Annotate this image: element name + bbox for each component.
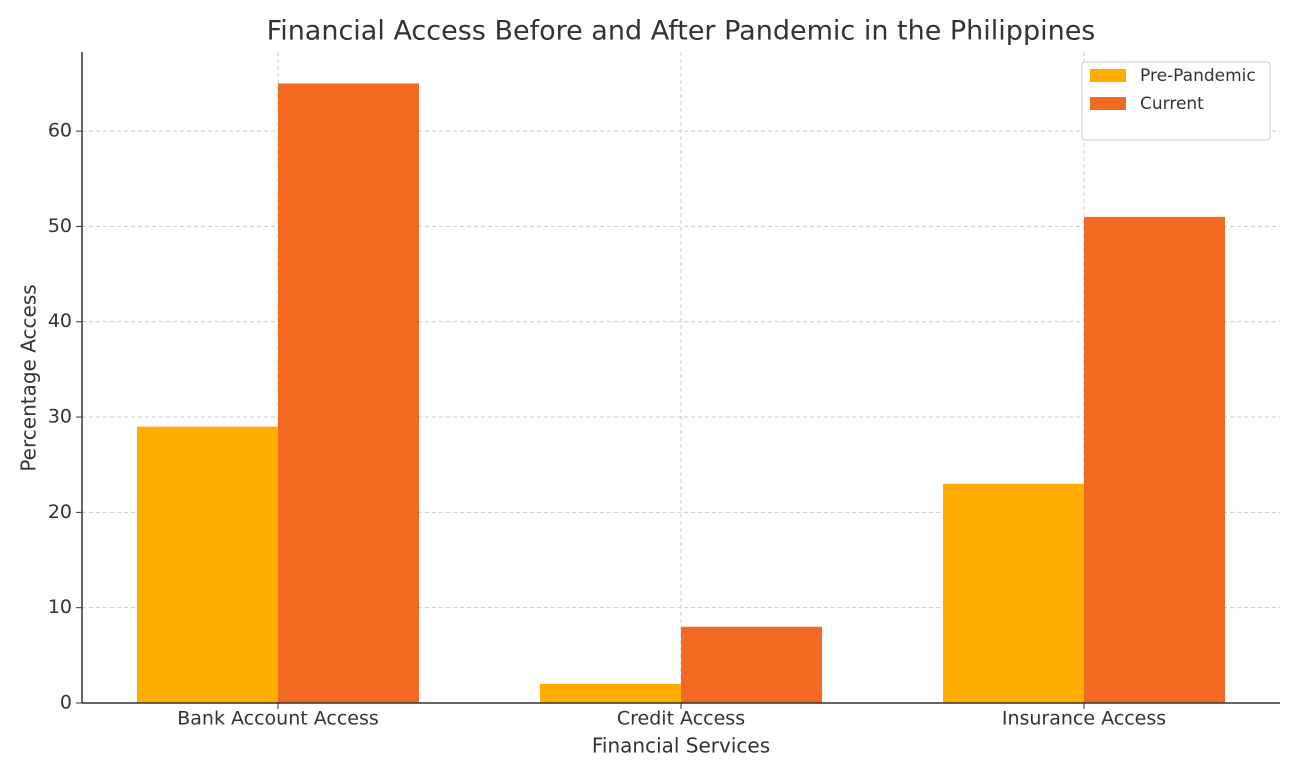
y-tick-label: 0 bbox=[60, 692, 72, 714]
bar bbox=[278, 83, 419, 704]
bar bbox=[943, 483, 1084, 703]
bar bbox=[540, 683, 681, 703]
y-tick-label: 30 bbox=[48, 406, 72, 428]
chart-title: Financial Access Before and After Pandem… bbox=[267, 16, 1096, 47]
y-tick-label: 50 bbox=[48, 215, 72, 237]
legend-swatch bbox=[1090, 97, 1126, 110]
legend-label: Pre-Pandemic bbox=[1140, 66, 1256, 86]
y-axis-label: Percentage Access bbox=[17, 284, 41, 471]
legend: Pre-Pandemic Current bbox=[1081, 61, 1271, 141]
y-tick-label: 10 bbox=[48, 596, 72, 618]
x-tick-label: Bank Account Access bbox=[177, 708, 379, 730]
bar bbox=[681, 626, 822, 703]
x-tick-label: Insurance Access bbox=[1002, 708, 1166, 730]
legend-label: Current bbox=[1140, 94, 1204, 114]
bar bbox=[137, 426, 278, 703]
legend-box bbox=[1081, 61, 1271, 141]
x-tick-label: Credit Access bbox=[617, 708, 745, 730]
y-tick-label: 40 bbox=[48, 310, 72, 332]
legend-swatch bbox=[1090, 69, 1126, 82]
x-axis-label: Financial Services bbox=[592, 734, 770, 758]
y-tick-label: 20 bbox=[48, 501, 72, 523]
bar bbox=[1084, 216, 1225, 703]
y-tick-label: 60 bbox=[48, 120, 72, 142]
